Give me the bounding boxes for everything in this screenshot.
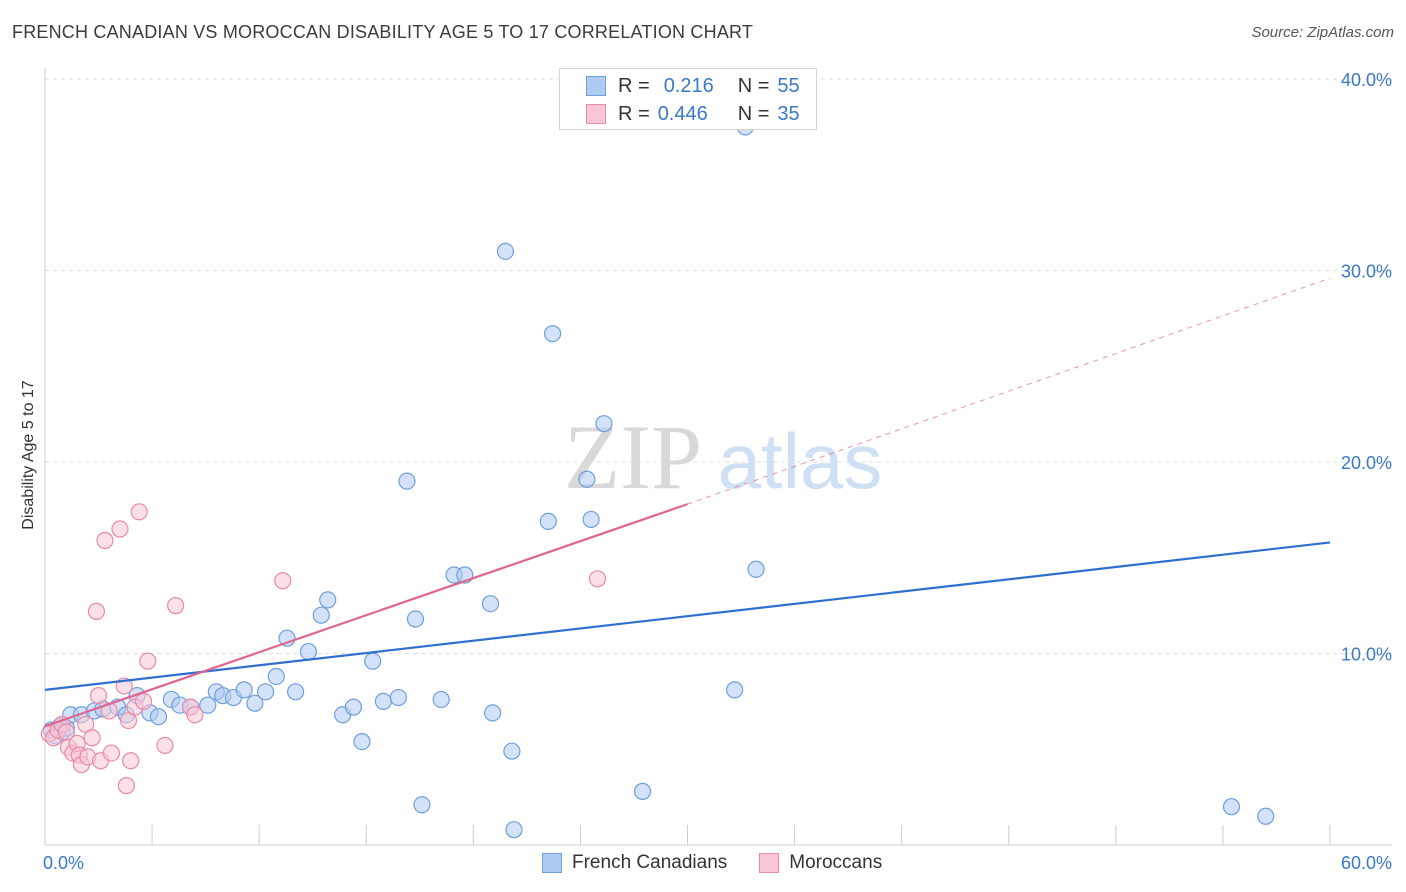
data-point-moroccans <box>130 503 148 521</box>
data-point-french-canadians <box>319 591 337 609</box>
legend-r-label: R = <box>618 102 650 125</box>
data-point-french-canadians <box>633 782 652 800</box>
data-point-french-canadians <box>481 595 500 613</box>
legend-n-value: 55 <box>777 74 800 97</box>
data-point-french-canadians <box>413 796 431 814</box>
y-tick-label: 20.0% <box>1341 453 1392 473</box>
trend-lines <box>44 277 1331 728</box>
data-point-french-canadians <box>503 742 521 760</box>
data-point-french-canadians <box>747 560 765 578</box>
watermark: ZIP atlas <box>564 406 882 508</box>
x-tick-label: 0.0% <box>43 853 84 873</box>
data-point-french-canadians <box>374 692 392 710</box>
y-tick-label: 30.0% <box>1341 262 1392 282</box>
trend-line-moroccans <box>44 503 688 728</box>
series-swatch-blue <box>542 853 562 873</box>
data-point-moroccans <box>134 692 153 710</box>
data-point-moroccans <box>167 597 185 615</box>
legend-r-value: 0.446 <box>657 102 708 125</box>
data-point-french-canadians <box>353 732 371 751</box>
data-point-moroccans <box>111 520 129 538</box>
legend-n-label: N = <box>737 102 770 125</box>
data-point-french-canadians <box>149 708 168 726</box>
tick-labels: 10.0% 20.0% 30.0% 40.0% 0.0% 60.0% <box>43 70 1392 873</box>
data-point-french-canadians <box>539 512 557 530</box>
data-point-french-canadians <box>235 681 253 699</box>
correlation-legend: R = 0.216 N = 55 R = 0.446 N = 35 <box>559 68 817 130</box>
legend-r-label: R = <box>618 74 650 97</box>
source-label: Source: ZipAtlas.com <box>1251 24 1394 41</box>
data-point-french-canadians <box>496 242 515 260</box>
legend-n-label: N = <box>737 74 770 97</box>
series-legend: French Canadians Moroccans <box>542 852 914 874</box>
trend-line-french-canadians <box>44 541 1331 691</box>
data-point-french-canadians <box>299 642 318 661</box>
data-point-french-canadians <box>484 704 502 722</box>
data-point-french-canadians <box>344 698 362 716</box>
data-point-moroccans <box>156 736 174 755</box>
data-point-moroccans <box>186 706 204 724</box>
data-point-moroccans <box>274 572 292 590</box>
data-point-moroccans <box>102 744 120 762</box>
data-point-french-canadians <box>364 652 382 670</box>
data-point-french-canadians <box>505 821 523 839</box>
trend-line-moroccans-extension <box>687 277 1331 505</box>
watermark-zip: ZIP <box>564 406 702 508</box>
data-point-french-canadians <box>543 325 562 343</box>
legend-swatch-blue <box>586 76 606 96</box>
data-point-moroccans <box>96 531 114 550</box>
data-point-french-canadians <box>246 694 264 712</box>
series-moroccans <box>40 503 607 795</box>
data-point-moroccans <box>122 752 140 770</box>
data-point-moroccans <box>139 652 157 670</box>
data-point-french-canadians <box>432 690 450 709</box>
x-tick-label: 60.0% <box>1341 853 1392 873</box>
data-point-french-canadians <box>1257 807 1275 825</box>
data-point-french-canadians <box>1222 798 1241 816</box>
legend-swatch-pink <box>586 104 606 124</box>
legend-row-moroccans: R = 0.446 N = 35 <box>586 102 800 126</box>
legend-r-value: 0.216 <box>663 74 714 97</box>
series-legend-item-moroccans: Moroccans <box>759 852 882 874</box>
data-point-moroccans <box>588 570 607 588</box>
data-point-moroccans <box>117 777 135 795</box>
data-point-french-canadians <box>267 667 285 686</box>
legend-n-value: 35 <box>777 102 800 125</box>
chart-title: FRENCH CANADIAN VS MOROCCAN DISABILITY A… <box>12 22 754 42</box>
series-legend-item-french-canadians: French Canadians <box>542 852 727 874</box>
data-point-french-canadians <box>578 470 596 488</box>
data-point-french-canadians <box>406 610 425 628</box>
data-point-moroccans <box>89 687 108 705</box>
data-point-french-canadians <box>726 681 744 699</box>
data-point-french-canadians <box>256 683 275 701</box>
y-axis-label: Disability Age 5 to 17 <box>20 380 37 530</box>
data-point-french-canadians <box>286 683 305 701</box>
axes <box>44 68 1392 846</box>
y-tick-label: 40.0% <box>1341 70 1392 90</box>
data-point-french-canadians <box>312 606 330 624</box>
data-point-french-canadians <box>582 510 600 529</box>
data-point-moroccans <box>87 602 106 620</box>
series-legend-label: French Canadians <box>572 852 728 873</box>
data-point-french-canadians <box>595 415 613 433</box>
series-swatch-pink <box>759 853 780 873</box>
data-point-french-canadians <box>398 472 416 490</box>
series-legend-label: Moroccans <box>789 852 883 873</box>
legend-row-french-canadians: R = 0.216 N = 55 <box>586 74 800 98</box>
y-tick-label: 10.0% <box>1341 645 1392 665</box>
data-point-french-canadians <box>389 688 407 707</box>
watermark-atlas: atlas <box>718 417 883 505</box>
data-point-french-canadians <box>199 696 217 714</box>
gridlines <box>45 78 1392 654</box>
data-point-moroccans <box>83 729 101 747</box>
